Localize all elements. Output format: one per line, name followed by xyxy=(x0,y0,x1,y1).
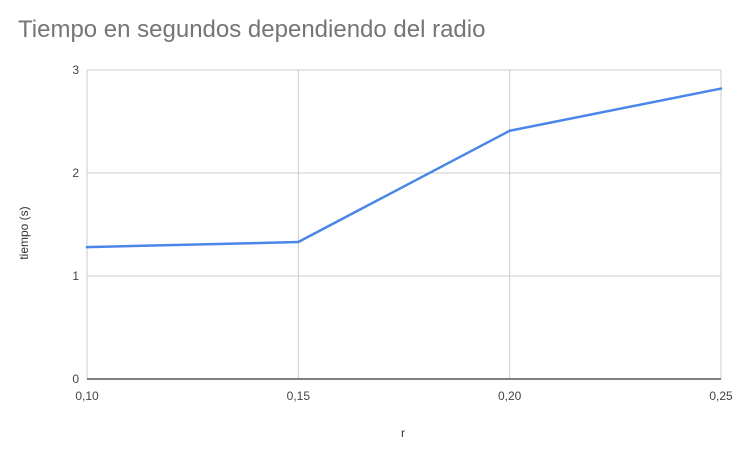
x-axis-label: r xyxy=(401,426,405,440)
series-lines xyxy=(85,87,723,249)
data-point xyxy=(85,245,89,249)
data-point xyxy=(719,87,723,90)
tick-labels: 0 1 2 3 0,10 0,15 0,20 0,25 xyxy=(72,63,733,403)
y-tick-label: 0 xyxy=(72,372,79,386)
y-tick-label: 1 xyxy=(72,269,79,283)
data-point xyxy=(508,129,511,132)
x-tick-label: 0,25 xyxy=(709,389,733,403)
grid-lines xyxy=(86,69,722,379)
x-tick-label: 0,10 xyxy=(75,389,99,403)
y-axis-label: tiempo (s) xyxy=(17,206,31,259)
chart-title: Tiempo en segundos dependiendo del radio xyxy=(18,16,486,43)
y-tick-label: 3 xyxy=(72,63,79,77)
x-tick-label: 0,15 xyxy=(287,389,311,403)
y-tick-label: 2 xyxy=(72,166,79,180)
x-tick-label: 0,20 xyxy=(498,389,522,403)
series-line xyxy=(85,87,723,249)
data-point xyxy=(297,240,300,244)
